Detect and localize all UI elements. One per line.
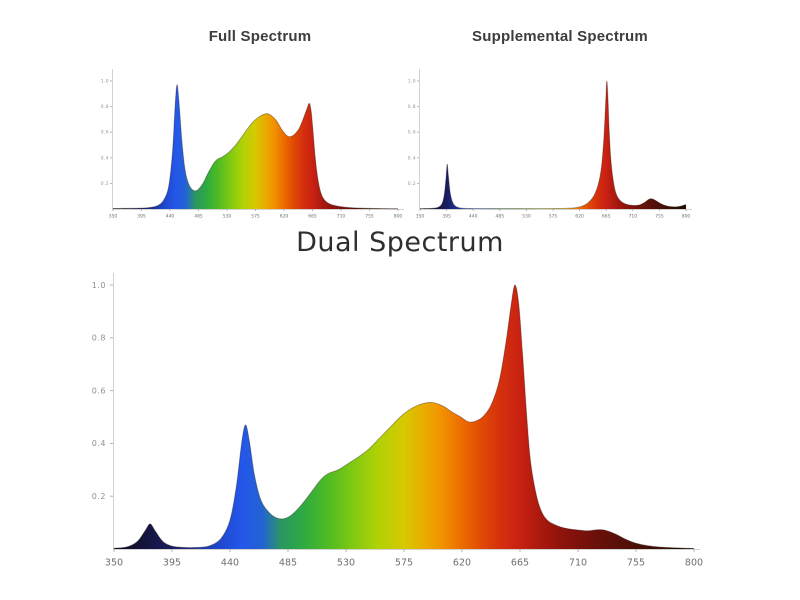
supplemental_spectrum-x-label-395: 395 xyxy=(442,214,451,220)
supplemental_spectrum-x-label-575: 575 xyxy=(549,214,558,220)
full_spectrum-x-label-395: 395 xyxy=(137,214,146,220)
full_spectrum-x-label-485: 485 xyxy=(194,214,203,220)
full_spectrum-y-label-1: 1.0 xyxy=(101,78,109,83)
supplemental_spectrum-area xyxy=(420,80,686,210)
full_spectrum-x-label-440: 440 xyxy=(166,214,175,220)
full_spectrum-area xyxy=(113,84,398,209)
dual_spectrum-x-label-575: 575 xyxy=(395,557,413,568)
supplemental_spectrum-x-label-755: 755 xyxy=(655,214,664,220)
dual_spectrum-x-label-440: 440 xyxy=(221,557,239,568)
full_spectrum-x-label-710: 710 xyxy=(337,214,346,220)
supplemental_spectrum-x-label-665: 665 xyxy=(602,214,611,220)
dual_spectrum-y-tick-labels: 0.2 0.4 0.6 0.8 1.0 xyxy=(92,281,106,501)
supplemental_spectrum-curve-outline xyxy=(419,80,687,210)
dual_spectrum-x-label-665: 665 xyxy=(511,557,529,568)
dual_spectrum-y-label-0.4: 0.4 xyxy=(92,439,106,448)
dual_spectrum-plot: 350 395 440 485 530 575 620 665 710 755 8000.20.40… xyxy=(92,273,703,568)
dual_spectrum-curve-outline xyxy=(113,284,695,549)
dual_spectrum-x-label-800: 800 xyxy=(685,557,703,568)
dual_spectrum-x-tick-labels: 350 395 440 485 530 575 620 665 710 755 800 xyxy=(105,557,703,568)
full_spectrum-y-tick-labels: 0.2 0.4 0.6 0.8 1.0 xyxy=(101,78,109,185)
full-spectrum-title: Full Spectrum xyxy=(208,28,312,45)
dual_spectrum-y-label-0.6: 0.6 xyxy=(92,386,106,395)
supplemental_spectrum-y-tick-labels: 0.2 0.4 0.6 0.8 1.0 xyxy=(408,78,416,185)
dual_spectrum-y-label-1: 1.0 xyxy=(92,281,106,290)
supplemental_spectrum-y-label-0.6: 0.6 xyxy=(408,130,416,135)
full_spectrum-x-label-530: 530 xyxy=(223,214,232,220)
dual_spectrum-x-label-530: 530 xyxy=(337,557,355,568)
supplemental_spectrum-x-label-440: 440 xyxy=(469,214,478,220)
supplemental_spectrum-y-label-0.4: 0.4 xyxy=(408,155,416,160)
dual_spectrum-x-label-395: 395 xyxy=(163,557,181,568)
supplemental_spectrum-x-label-530: 530 xyxy=(522,214,531,220)
dual_spectrum-x-label-350: 350 xyxy=(105,557,123,568)
dual-spectrum-title: Dual Spectrum xyxy=(296,227,504,258)
dual_spectrum-y-label-0.8: 0.8 xyxy=(92,334,106,343)
full_spectrum-y-label-0.6: 0.6 xyxy=(101,130,109,135)
supplemental_spectrum-x-label-620: 620 xyxy=(575,214,584,220)
full_spectrum-x-label-755: 755 xyxy=(365,214,374,220)
full_spectrum-x-label-575: 575 xyxy=(251,214,260,220)
dual_spectrum-x-label-710: 710 xyxy=(569,557,587,568)
supplemental_spectrum-y-label-0.2: 0.2 xyxy=(408,181,416,186)
full_spectrum-x-label-665: 665 xyxy=(308,214,317,220)
dual_spectrum-area xyxy=(114,284,694,549)
full_spectrum-x-label-620: 620 xyxy=(280,214,289,220)
supplemental-spectrum-title: Supplemental Spectrum xyxy=(472,28,648,45)
full_spectrum-x-label-350: 350 xyxy=(109,214,118,220)
supplemental_spectrum-x-label-800: 800 xyxy=(682,214,691,220)
supplemental_spectrum-x-label-710: 710 xyxy=(629,214,638,220)
supplemental_spectrum-y-label-1: 1.0 xyxy=(408,78,416,83)
supplemental_spectrum-plot: 350 395 440 485 530 575 620 665 710 755 8000.20.40… xyxy=(408,69,692,220)
full_spectrum-y-label-0.4: 0.4 xyxy=(101,155,109,160)
supplemental_spectrum-x-tick-labels: 350 395 440 485 530 575 620 665 710 755 800 xyxy=(416,214,691,220)
dual_spectrum-x-label-620: 620 xyxy=(453,557,471,568)
supplemental_spectrum-x-label-485: 485 xyxy=(496,214,505,220)
dual_spectrum-y-label-0.2: 0.2 xyxy=(92,492,106,501)
full_spectrum-y-label-0.2: 0.2 xyxy=(101,181,109,186)
supplemental_spectrum-x-label-350: 350 xyxy=(416,214,425,220)
full_spectrum-x-label-800: 800 xyxy=(394,214,403,220)
supplemental_spectrum-y-label-0.8: 0.8 xyxy=(408,104,416,109)
dual_spectrum-x-label-485: 485 xyxy=(279,557,297,568)
full_spectrum-curve-outline xyxy=(112,84,399,210)
dual_spectrum-x-label-755: 755 xyxy=(627,557,645,568)
full_spectrum-x-tick-labels: 350 395 440 485 530 575 620 665 710 755 800 xyxy=(109,214,403,220)
full_spectrum-plot: 350 395 440 485 530 575 620 665 710 755 8000.20.40… xyxy=(101,69,404,220)
full_spectrum-y-label-0.8: 0.8 xyxy=(101,104,109,109)
